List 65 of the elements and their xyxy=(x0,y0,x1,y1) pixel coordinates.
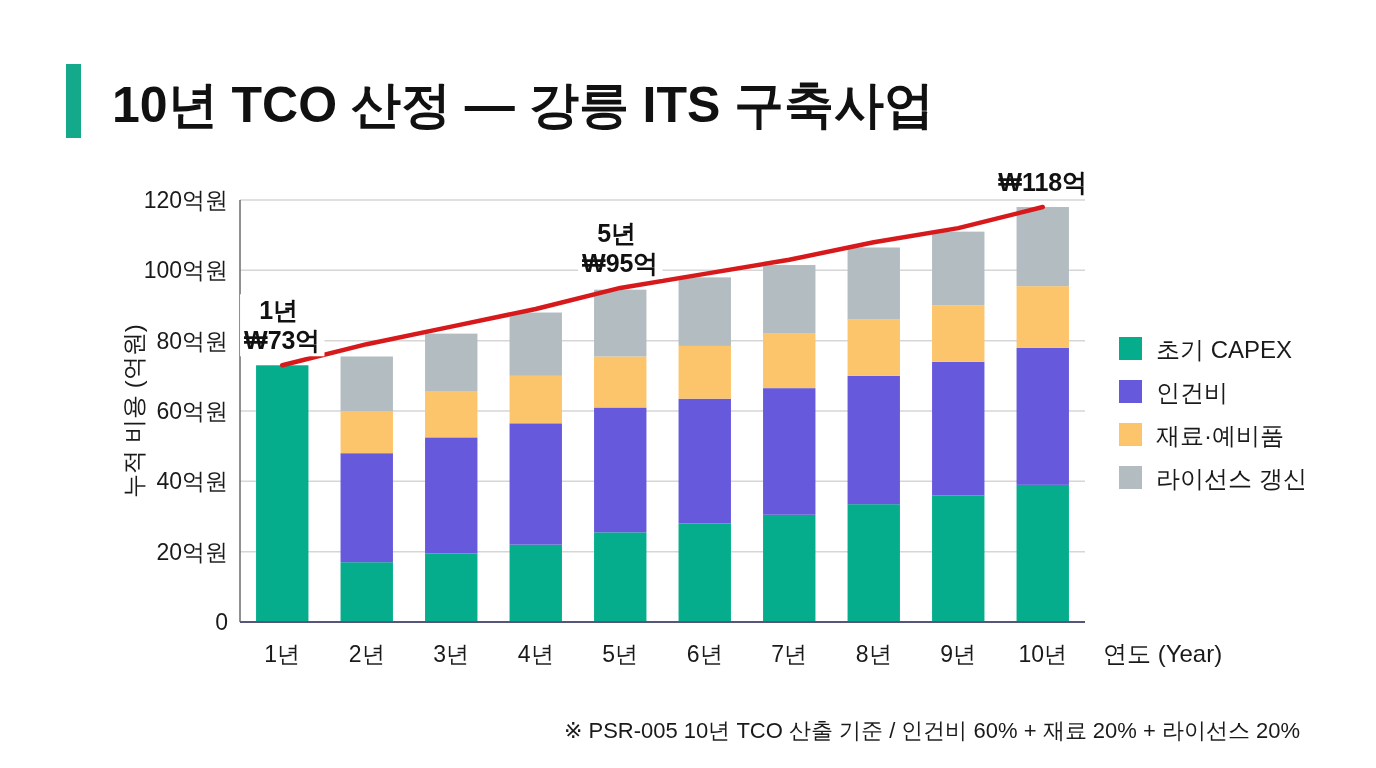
y-tick-label: 120억원 xyxy=(143,187,228,213)
legend-label: 재료·예비품 xyxy=(1156,422,1284,449)
bar xyxy=(425,437,478,554)
bar xyxy=(763,514,816,622)
bar xyxy=(425,333,478,392)
x-tick-label: 1년 xyxy=(264,641,301,667)
annotation: ₩118억 xyxy=(998,168,1088,197)
bar xyxy=(763,388,816,515)
bar xyxy=(932,495,985,622)
y-axis-title: 누적 비용 (억원) xyxy=(120,324,147,498)
bar xyxy=(256,365,309,622)
x-tick-label: 9년 xyxy=(940,641,977,667)
bar xyxy=(425,553,478,622)
x-axis-title: 연도 (Year) xyxy=(1103,640,1223,667)
bar xyxy=(594,356,647,408)
bar xyxy=(594,289,647,357)
bar xyxy=(594,407,647,533)
x-tick-label: 6년 xyxy=(686,641,723,667)
x-tick-label: 5년 xyxy=(602,641,639,667)
text: ※ PSR-005 10년 TCO 산출 기준 / 인건비 60% + 재료 20% + 라이선스 20% xyxy=(563,718,1300,743)
x-tick-label: 8년 xyxy=(855,641,892,667)
bar xyxy=(678,277,731,346)
legend-label: 초기 CAPEX xyxy=(1156,336,1293,363)
y-tick-label: 60억원 xyxy=(156,398,228,424)
x-tick-label: 7년 xyxy=(771,641,808,667)
bar xyxy=(763,333,816,389)
x-tick-label: 4년 xyxy=(517,641,554,667)
y-tick-label: 20억원 xyxy=(156,538,228,565)
x-tick-label: 10년 xyxy=(1018,641,1068,667)
bar xyxy=(932,231,985,306)
bar xyxy=(847,247,900,320)
bar xyxy=(847,375,900,505)
bar xyxy=(1016,484,1069,622)
bar xyxy=(340,411,393,454)
bar xyxy=(509,423,562,545)
legend-label: 라이선스 갱신 xyxy=(1156,465,1307,492)
bar xyxy=(763,265,816,334)
y-tick-label: 40억원 xyxy=(156,468,228,495)
bar xyxy=(509,312,562,376)
bar xyxy=(1016,286,1069,348)
legend-label: 인건비 xyxy=(1156,379,1228,406)
bar xyxy=(1016,207,1069,287)
bar xyxy=(932,361,985,496)
bar xyxy=(678,398,731,524)
bar xyxy=(932,305,985,362)
bar xyxy=(340,453,393,563)
y-tick-label: 0 xyxy=(215,609,228,635)
y-tick-label: 100억원 xyxy=(143,257,228,284)
bar xyxy=(340,356,393,411)
bar xyxy=(1016,347,1069,485)
annotation: 5년 ₩95억 xyxy=(582,218,659,277)
annotation: 1년 ₩73억 xyxy=(244,296,321,355)
bar xyxy=(678,523,731,622)
chart-title: 10년 TCO 산정 — 강릉 ITS 구축사업 xyxy=(112,77,935,133)
bar xyxy=(678,345,731,399)
bar xyxy=(594,532,647,622)
bar xyxy=(509,375,562,424)
bar xyxy=(847,319,900,376)
bar xyxy=(847,504,900,622)
bar xyxy=(340,562,393,622)
y-tick-label: 80억원 xyxy=(156,327,228,354)
x-tick-label: 2년 xyxy=(348,641,385,667)
bar xyxy=(425,391,478,438)
bar xyxy=(509,544,562,622)
x-tick-label: 3년 xyxy=(433,641,470,667)
